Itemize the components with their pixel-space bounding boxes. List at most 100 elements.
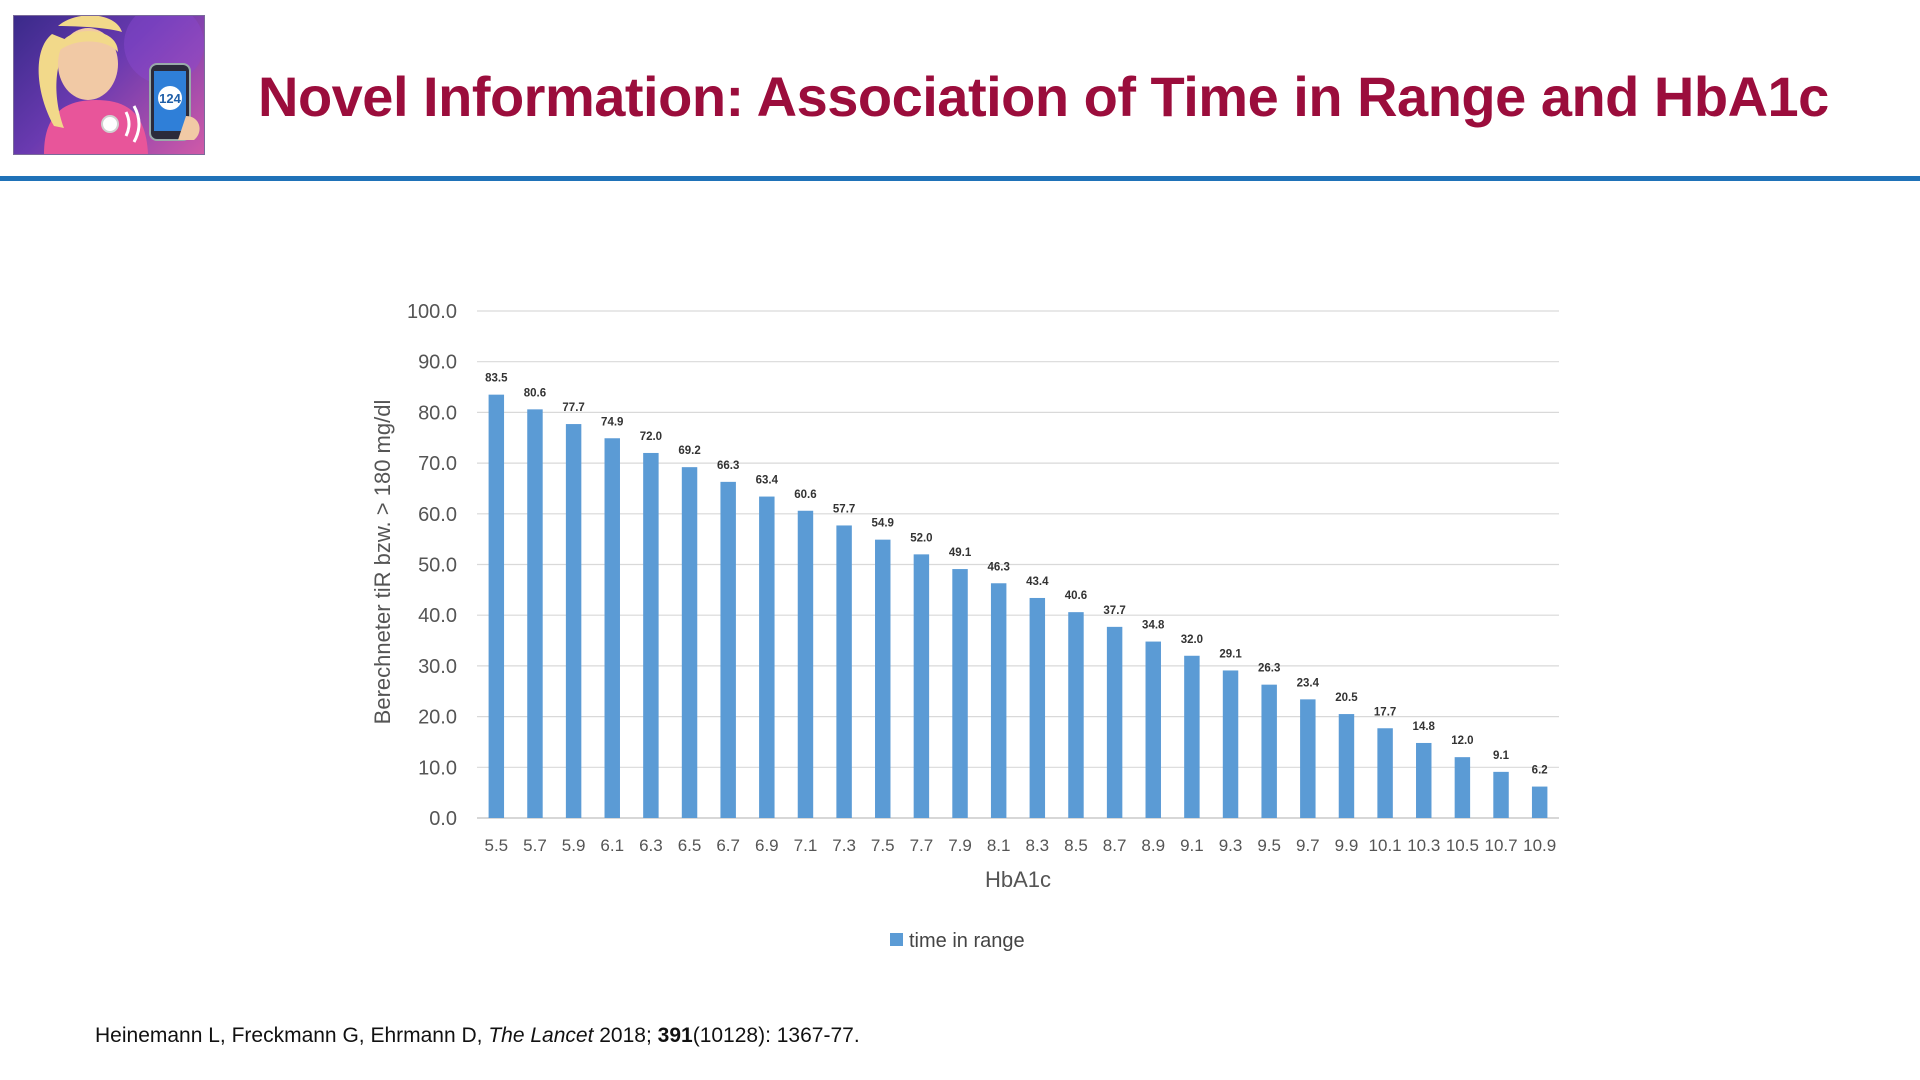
bar [681, 467, 698, 818]
phone-readout: 124 [159, 91, 181, 106]
bar [1454, 757, 1471, 818]
data-label: 12.0 [1451, 735, 1473, 747]
data-label: 26.3 [1258, 663, 1280, 675]
data-label: 72.0 [640, 431, 662, 443]
data-label: 54.9 [872, 518, 894, 530]
bar [797, 510, 814, 818]
bar [759, 496, 775, 818]
x-axis-ticks: 5.5 5.7 5.9 6.1 6.3 6.5 6.7 6.9 7.1 7.3 7.5 7.7 7.9 8… [485, 836, 1557, 855]
x-tick-label: 9.1 [1180, 836, 1204, 855]
x-tick-label: 6.9 [755, 836, 779, 855]
bar [990, 583, 1007, 818]
title-divider [0, 176, 1920, 181]
data-label: 66.3 [717, 460, 739, 472]
x-tick-label: 6.5 [678, 836, 702, 855]
data-label: 17.7 [1374, 706, 1396, 718]
y-tick-label: 10.0 [418, 757, 457, 779]
data-label: 46.3 [987, 561, 1009, 573]
bar [488, 394, 505, 818]
data-label: 57.7 [833, 503, 855, 515]
data-label: 9.1 [1493, 750, 1510, 762]
data-label: 29.1 [1219, 648, 1242, 660]
data-label: 37.7 [1103, 605, 1125, 617]
page-title: Novel Information: Association of Time i… [258, 65, 1829, 128]
y-tick-label: 80.0 [418, 402, 457, 424]
bar [565, 424, 582, 818]
bar [1184, 655, 1200, 818]
data-label: 69.2 [678, 445, 700, 457]
y-tick-label: 60.0 [418, 504, 457, 526]
x-tick-label: 7.9 [948, 836, 972, 855]
bar [1416, 742, 1432, 818]
slide-logo: 124 [13, 15, 205, 155]
data-label: 40.6 [1065, 590, 1087, 602]
x-tick-label: 5.7 [523, 836, 547, 855]
x-tick-label: 5.9 [562, 836, 586, 855]
y-tick-label: 90.0 [418, 352, 457, 374]
y-tick-label: 100.0 [407, 301, 457, 323]
x-axis-label: HbA1c [985, 867, 1051, 892]
x-tick-label: 8.7 [1103, 836, 1127, 855]
x-tick-label: 8.1 [987, 836, 1011, 855]
data-label: 74.9 [601, 416, 623, 428]
x-tick-label: 8.3 [1026, 836, 1050, 855]
data-label: 23.4 [1297, 677, 1320, 689]
bar [1493, 771, 1509, 818]
data-label: 6.2 [1532, 765, 1548, 777]
data-label: 80.6 [524, 387, 546, 399]
bar [643, 452, 659, 818]
y-axis-ticks: 0.0 10.0 20.0 30.0 40.0 50.0 60.0 70.0 80.0 90.0 1… [407, 301, 457, 830]
x-tick-label: 9.5 [1257, 836, 1281, 855]
citation: Heinemann L, Freckmann G, Ehrmann D, The… [95, 1024, 860, 1048]
bar [527, 409, 543, 818]
bar [1222, 670, 1239, 818]
x-tick-label: 6.1 [600, 836, 624, 855]
x-tick-label: 7.1 [794, 836, 818, 855]
citation-year: 2018; [593, 1024, 658, 1047]
y-tick-label: 0.0 [429, 808, 457, 830]
bar [1261, 684, 1277, 818]
legend-swatch [890, 933, 903, 946]
x-tick-label: 9.7 [1296, 836, 1320, 855]
data-label: 63.4 [756, 475, 779, 487]
x-tick-label: 6.3 [639, 836, 663, 855]
citation-journal: The Lancet [488, 1024, 594, 1047]
citation-authors: Heinemann L, Freckmann G, Ehrmann D, [95, 1024, 489, 1047]
bar [1029, 597, 1046, 818]
y-tick-label: 50.0 [418, 555, 457, 577]
bar [1531, 786, 1548, 818]
x-tick-label: 10.9 [1523, 836, 1556, 855]
x-tick-label: 5.5 [485, 836, 509, 855]
data-label: 20.5 [1335, 692, 1358, 704]
bar [1377, 728, 1393, 818]
data-label: 52.0 [910, 532, 932, 544]
legend-label: time in range [909, 930, 1025, 952]
x-tick-label: 10.1 [1369, 836, 1402, 855]
data-label: 49.1 [949, 547, 972, 559]
data-label: 60.6 [794, 489, 816, 501]
bar [875, 539, 891, 818]
bar [604, 438, 620, 818]
bar [1338, 714, 1355, 818]
data-label: 14.8 [1413, 721, 1436, 733]
bar [952, 569, 968, 818]
data-label: 32.0 [1181, 634, 1203, 646]
x-tick-label: 7.5 [871, 836, 895, 855]
bar [1145, 641, 1161, 818]
data-label: 34.8 [1142, 620, 1165, 632]
bar [1106, 626, 1123, 818]
x-tick-label: 8.5 [1064, 836, 1088, 855]
bar [720, 481, 736, 818]
chart-bars [488, 394, 1548, 818]
data-label: 77.7 [562, 402, 584, 414]
citation-volume: 391 [657, 1024, 693, 1047]
patient-phone-icon: 124 [38, 16, 204, 154]
y-tick-label: 40.0 [418, 605, 457, 627]
x-tick-label: 10.7 [1484, 836, 1517, 855]
y-tick-label: 70.0 [418, 453, 457, 475]
x-tick-label: 10.3 [1407, 836, 1440, 855]
chart-gridlines [477, 310, 1559, 819]
data-label: 83.5 [485, 373, 508, 385]
y-axis-label: Berechneter tiR bzw. > 180 mg/dl [370, 400, 395, 725]
